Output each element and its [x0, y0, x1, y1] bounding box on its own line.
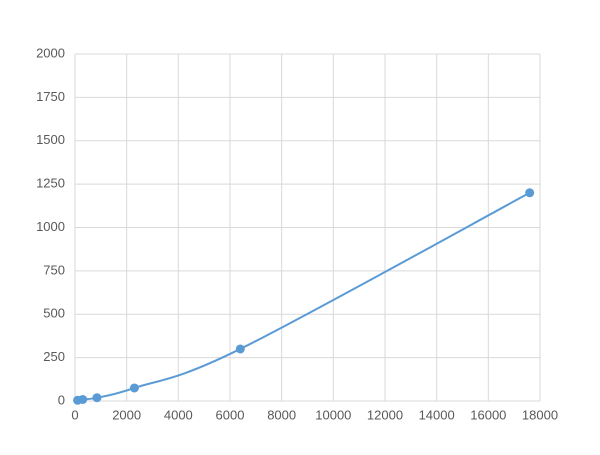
- y-tick-label: 500: [43, 306, 65, 321]
- x-tick-label: 10000: [315, 407, 351, 422]
- y-tick-label: 0: [58, 392, 65, 407]
- y-tick-label: 2000: [36, 45, 65, 60]
- series-line: [77, 191, 531, 402]
- x-tick-label: 16000: [470, 407, 506, 422]
- y-tick-label: 250: [43, 349, 65, 364]
- x-tick-label: 18000: [522, 407, 558, 422]
- data-point: [525, 188, 535, 198]
- y-tick-label: 1250: [36, 176, 65, 191]
- y-tick-label: 750: [43, 262, 65, 277]
- x-tick-label: 0: [71, 407, 78, 422]
- y-tick-label: 1750: [36, 89, 65, 104]
- x-tick-label: 8000: [267, 407, 296, 422]
- x-tick-label: 12000: [367, 407, 403, 422]
- y-tick-label: 1000: [36, 219, 65, 234]
- x-tick-label: 6000: [216, 407, 245, 422]
- data-point: [78, 394, 88, 404]
- data-point: [129, 383, 139, 393]
- x-tick-label: 14000: [419, 407, 455, 422]
- x-tick-label: 4000: [164, 407, 193, 422]
- x-tick-label: 2000: [112, 407, 141, 422]
- y-tick-label: 1500: [36, 132, 65, 147]
- data-point: [235, 344, 245, 354]
- data-point: [92, 393, 102, 403]
